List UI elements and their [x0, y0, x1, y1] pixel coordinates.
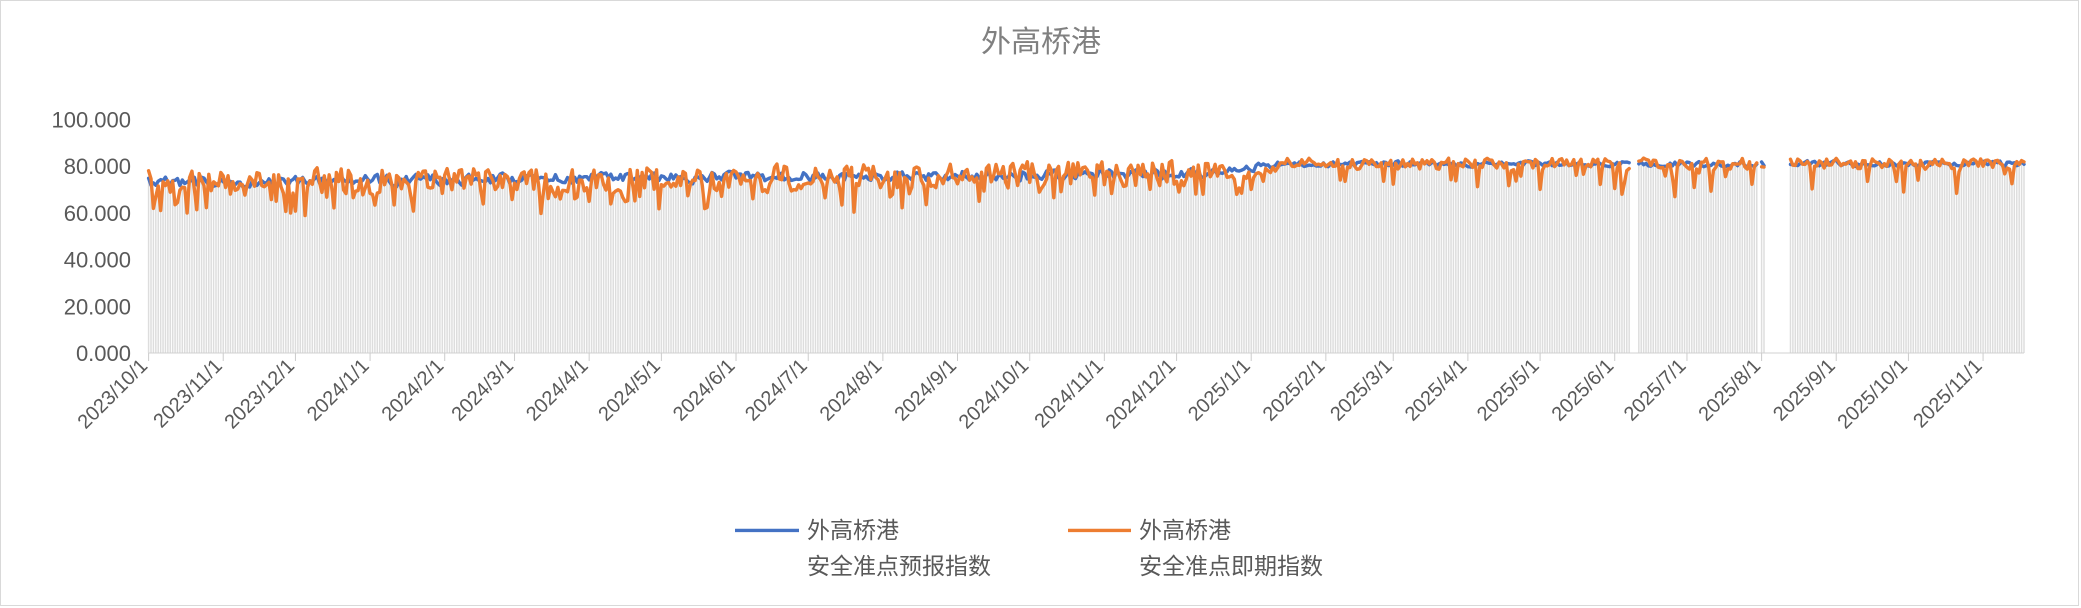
svg-text:100.000: 100.000 [51, 107, 131, 132]
svg-text:20.000: 20.000 [64, 294, 131, 319]
svg-text:80.000: 80.000 [64, 154, 131, 179]
svg-text:外高桥港: 外高桥港 [1139, 517, 1231, 543]
svg-text:2025/2/1: 2025/2/1 [1259, 355, 1330, 426]
svg-text:2025/7/1: 2025/7/1 [1620, 355, 1691, 426]
svg-text:2024/10/1: 2024/10/1 [955, 355, 1033, 433]
svg-text:2023/12/1: 2023/12/1 [221, 355, 299, 433]
svg-text:2024/3/1: 2024/3/1 [447, 355, 518, 426]
svg-text:0.000: 0.000 [76, 341, 131, 366]
svg-text:2024/6/1: 2024/6/1 [669, 355, 740, 426]
svg-text:2024/1/1: 2024/1/1 [303, 355, 374, 426]
svg-text:2025/5/1: 2025/5/1 [1473, 355, 1544, 426]
svg-text:40.000: 40.000 [64, 248, 131, 273]
svg-text:2024/4/1: 2024/4/1 [522, 355, 593, 426]
svg-text:2024/2/1: 2024/2/1 [378, 355, 449, 426]
svg-text:2025/4/1: 2025/4/1 [1401, 355, 1472, 426]
svg-text:2023/10/1: 2023/10/1 [74, 355, 152, 433]
svg-text:2024/8/1: 2024/8/1 [816, 355, 887, 426]
svg-text:2024/11/1: 2024/11/1 [1030, 355, 1107, 432]
svg-text:2025/8/1: 2025/8/1 [1695, 355, 1766, 426]
svg-text:外高桥港: 外高桥港 [807, 517, 899, 543]
svg-text:2024/9/1: 2024/9/1 [890, 355, 961, 426]
svg-text:2025/11/1: 2025/11/1 [1909, 355, 1986, 432]
svg-text:2023/11/1: 2023/11/1 [149, 355, 226, 432]
svg-text:安全准点预报指数: 安全准点预报指数 [807, 553, 991, 579]
svg-text:2025/9/1: 2025/9/1 [1769, 355, 1840, 426]
svg-text:2025/3/1: 2025/3/1 [1326, 355, 1397, 426]
svg-text:2025/10/1: 2025/10/1 [1833, 355, 1911, 433]
svg-text:2024/7/1: 2024/7/1 [741, 355, 812, 426]
svg-text:外高桥港: 外高桥港 [981, 26, 1101, 59]
svg-text:60.000: 60.000 [64, 201, 131, 226]
svg-text:2025/1/1: 2025/1/1 [1184, 355, 1255, 426]
svg-text:2025/6/1: 2025/6/1 [1548, 355, 1619, 426]
svg-text:2024/5/1: 2024/5/1 [594, 355, 665, 426]
svg-text:2024/12/1: 2024/12/1 [1102, 355, 1180, 433]
svg-text:安全准点即期指数: 安全准点即期指数 [1139, 553, 1323, 579]
